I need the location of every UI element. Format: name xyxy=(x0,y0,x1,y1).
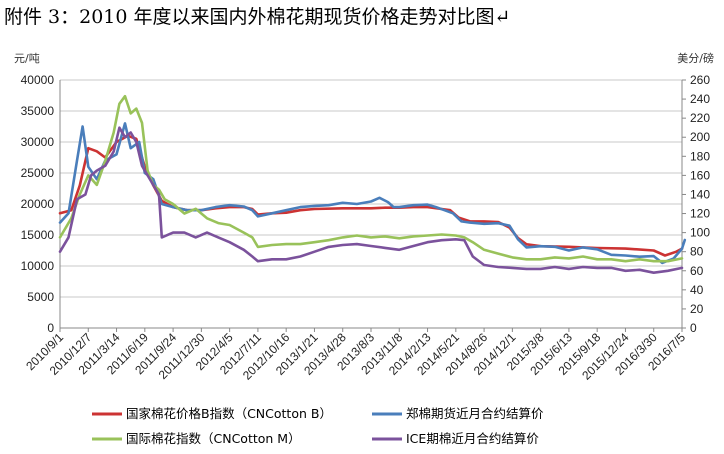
y-right-tick-label: 80 xyxy=(690,245,704,259)
y-right-tick-label: 100 xyxy=(690,226,710,240)
grid xyxy=(60,79,682,329)
y-left-tick-label: 10000 xyxy=(21,259,55,273)
y-right-tick-label: 0 xyxy=(690,321,697,335)
legend-label: ICE期棉近月合约结算价 xyxy=(406,431,539,446)
y-right-tick-label: 200 xyxy=(690,130,710,144)
series-line xyxy=(58,122,687,265)
y-left-tick-label: 0 xyxy=(47,321,54,335)
legend-label: 郑棉期货近月合约结算价 xyxy=(406,406,544,421)
y-left-tick-label: 15000 xyxy=(21,228,55,242)
y-right-tick-label: 240 xyxy=(690,92,710,106)
y-right-tick-label: 180 xyxy=(690,149,710,163)
axes: 0 5000 10000 15000 20000 25000 30000 35000 40000… xyxy=(14,51,714,383)
y-right-tick-label: 260 xyxy=(690,73,710,87)
y-right-tick-label: 40 xyxy=(690,283,704,297)
legend-label: 国家棉花价格B指数（CNCotton B） xyxy=(126,406,332,421)
y-right-tick-label: 220 xyxy=(690,111,710,125)
y-left-tick-label: 20000 xyxy=(21,197,55,211)
legend-label: 国际棉花指数（CNCotton M） xyxy=(126,431,301,446)
y-left-tick-label: 25000 xyxy=(21,166,55,180)
page-title: 附件 3：2010 年度以来国内外棉花期现货价格走势对比图↵ xyxy=(4,6,511,28)
series-group xyxy=(58,94,687,275)
y-left-tick-label: 40000 xyxy=(21,73,55,87)
y-right-tick-label: 140 xyxy=(690,187,710,201)
series-line xyxy=(58,126,684,275)
y-right-unit: 美分/磅 xyxy=(677,51,714,65)
legend: 国家棉花价格B指数（CNCotton B） 郑棉期货近月合约结算价国际棉花指数（C… xyxy=(92,406,544,446)
y-left-tick-label: 5000 xyxy=(27,290,54,304)
y-right-tick-label: 120 xyxy=(690,207,710,221)
series-line xyxy=(58,94,684,263)
y-right-tick-label: 20 xyxy=(690,302,704,316)
y-left-tick-label: 35000 xyxy=(21,104,55,118)
y-left-tick-label: 30000 xyxy=(21,135,55,149)
y-right-tick-label: 60 xyxy=(690,264,704,278)
y-left-unit: 元/吨 xyxy=(14,52,40,65)
y-right-tick-label: 160 xyxy=(690,168,710,182)
